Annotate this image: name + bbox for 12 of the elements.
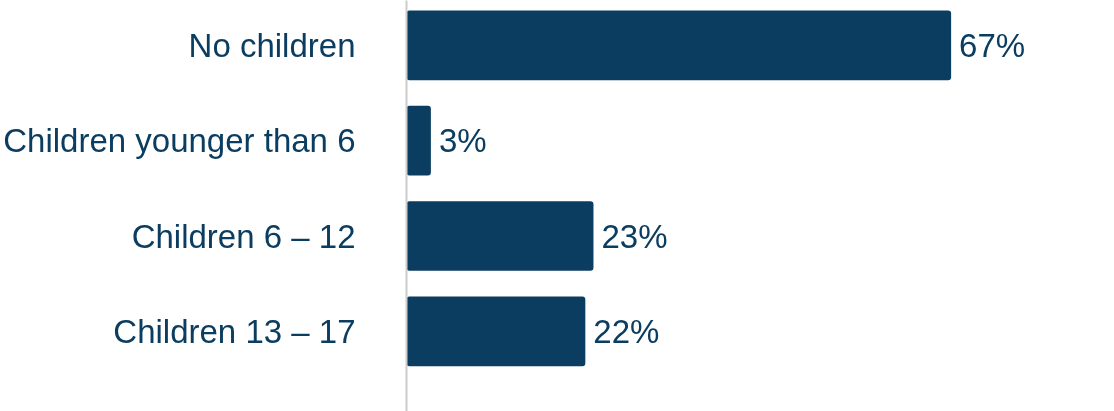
y-tick-label: Children 13 – 17 (113, 312, 356, 350)
bar (406, 201, 594, 271)
y-tick-label: Children younger than 6 (3, 122, 356, 160)
y-tick-label: No children (188, 26, 356, 64)
data-label: 67% (959, 26, 1026, 64)
bar (406, 296, 586, 367)
data-label: 23% (601, 217, 668, 255)
bar (406, 105, 431, 176)
bar (406, 10, 952, 81)
data-label: 22% (593, 312, 660, 350)
y-tick-label: Children 6 – 12 (131, 217, 356, 255)
data-label: 3% (438, 122, 487, 160)
